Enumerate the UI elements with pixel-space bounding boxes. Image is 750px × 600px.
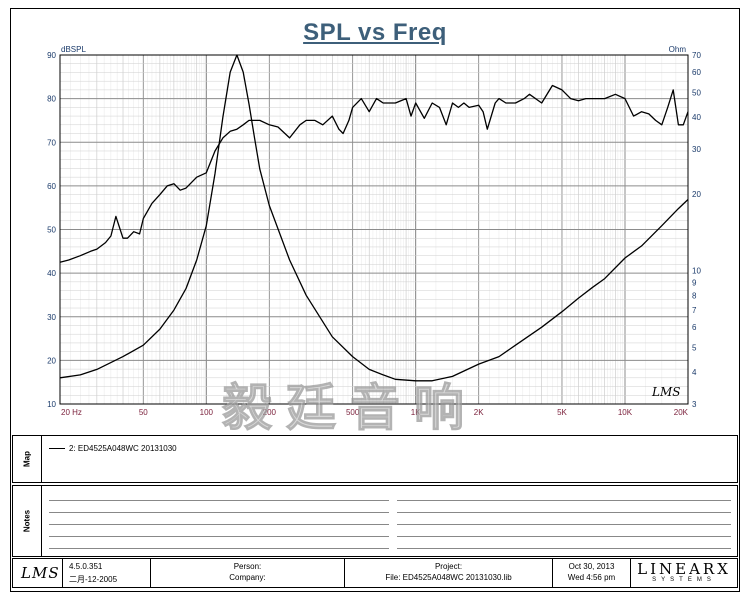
y-right-tick-label: 7 <box>692 306 697 315</box>
y-right-tick-label: 10 <box>692 267 701 276</box>
notes-line <box>49 512 389 513</box>
company-label: Company: <box>229 573 266 582</box>
y-right-tick-label: 8 <box>692 291 697 300</box>
brand-sub: SYSTEMS <box>652 577 716 583</box>
person-label: Person: <box>233 562 262 571</box>
map-entry: 2: ED4525A048WC 20131030 <box>49 444 177 453</box>
y-tick-label: 90 <box>47 51 56 60</box>
plot-border <box>59 54 689 405</box>
footer-version-cell: 4.5.0.351 二月-12-2005 <box>63 559 151 587</box>
y-tick-label: 50 <box>47 226 56 235</box>
y-right-tick-label: 6 <box>692 323 697 332</box>
notes-line <box>397 536 731 537</box>
footer-brand-cell: LINEARX SYSTEMS <box>631 559 737 587</box>
notes-line <box>49 548 389 549</box>
x-tick-label: 50 <box>139 408 148 417</box>
notes-line <box>49 536 389 537</box>
time-text: Wed 4:56 pm <box>567 573 616 582</box>
map-line-swatch <box>49 448 65 449</box>
footer-project-cell: Project: File: ED4525A048WC 20131030.lib <box>345 559 553 587</box>
notes-line <box>397 500 731 501</box>
notes-line <box>397 512 731 513</box>
notes-side: Notes <box>13 486 42 556</box>
y-tick-label: 10 <box>47 400 56 409</box>
brand-logo: LINEARX <box>637 560 731 578</box>
chart-title: SPL vs Freq <box>303 19 447 46</box>
x-tick-label: 2K <box>474 408 484 417</box>
x-tick-label: 20K <box>674 408 689 417</box>
footer: LMS 4.5.0.351 二月-12-2005 Person: Company… <box>12 558 738 588</box>
y-tick-label: 30 <box>47 313 56 322</box>
x-tick-label: 1K <box>411 408 421 417</box>
map-side: Map <box>13 436 42 482</box>
y-right-tick-label: 4 <box>692 368 697 377</box>
date-text: Oct 30, 2013 <box>568 562 615 571</box>
map-label: Map <box>22 451 32 467</box>
plot-lms-logo: LMS <box>651 385 680 399</box>
notes-line <box>397 524 731 525</box>
y-right-tick-label: 60 <box>692 68 701 77</box>
x-tick-label: 500 <box>346 408 360 417</box>
y-right-tick-label: 20 <box>692 190 701 199</box>
y-axis-label: dBSPL <box>61 45 86 54</box>
notes-line <box>49 500 389 501</box>
notes-panel: Notes <box>12 485 738 557</box>
project-label: Project: <box>434 562 463 571</box>
y-right-tick-label: 9 <box>692 278 697 287</box>
y-right-axis-label: Ohm <box>669 45 687 54</box>
footer-logo-cell: LMS <box>13 559 63 587</box>
y-right-tick-label: 40 <box>692 113 701 122</box>
file-label: File: ED4525A048WC 20131030.lib <box>385 573 512 582</box>
x-tick-label: 20 Hz <box>61 408 82 417</box>
impedance-series-line <box>59 54 689 382</box>
y-tick-label: 70 <box>47 138 56 147</box>
spl-series-line <box>59 84 689 263</box>
x-tick-label: 10K <box>618 408 633 417</box>
map-entry-text: 2: ED4525A048WC 20131030 <box>69 444 177 453</box>
y-right-tick-label: 70 <box>692 51 701 60</box>
y-tick-label: 80 <box>47 95 56 104</box>
watermark: 毅廷音响 <box>222 378 478 438</box>
version-date: 二月-12-2005 <box>69 575 118 584</box>
x-tick-label: 100 <box>200 408 214 417</box>
y-tick-label: 20 <box>47 356 56 365</box>
map-panel: Map 2: ED4525A048WC 20131030 <box>12 435 738 483</box>
notes-label: Notes <box>22 509 32 533</box>
y-right-tick-label: 3 <box>692 400 697 409</box>
footer-date-cell: Oct 30, 2013 Wed 4:56 pm <box>553 559 631 587</box>
lms-logo: LMS <box>21 564 60 582</box>
y-tick-label: 40 <box>47 269 56 278</box>
x-tick-label: 5K <box>557 408 567 417</box>
notes-line <box>49 524 389 525</box>
y-right-tick-label: 30 <box>692 145 701 154</box>
y-right-tick-label: 5 <box>692 343 697 352</box>
x-tick-label: 200 <box>263 408 277 417</box>
notes-line <box>397 548 731 549</box>
y-right-tick-label: 50 <box>692 88 701 97</box>
version-text: 4.5.0.351 <box>69 562 103 571</box>
y-tick-label: 60 <box>47 182 56 191</box>
footer-person-cell: Person: Company: <box>151 559 345 587</box>
frame <box>10 8 740 592</box>
